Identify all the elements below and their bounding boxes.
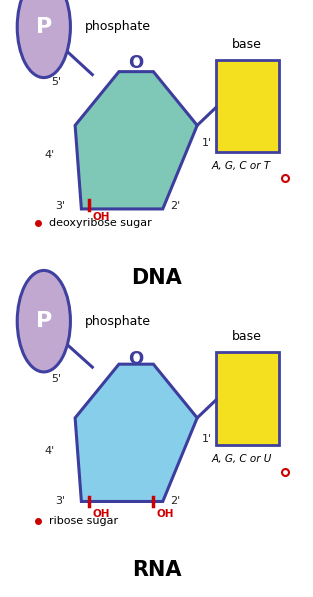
Text: 3': 3' xyxy=(56,201,66,211)
Text: ribose sugar: ribose sugar xyxy=(49,516,118,525)
Text: 5': 5' xyxy=(51,374,61,384)
Text: 1': 1' xyxy=(202,139,212,148)
Text: 2': 2' xyxy=(171,497,181,506)
Bar xyxy=(216,60,279,152)
Text: OH: OH xyxy=(156,509,174,519)
Text: 5': 5' xyxy=(51,78,61,87)
Text: 3': 3' xyxy=(56,497,66,506)
Text: O: O xyxy=(129,54,144,72)
Text: 1': 1' xyxy=(202,434,212,444)
Text: deoxyribose sugar: deoxyribose sugar xyxy=(49,218,151,227)
Text: 4': 4' xyxy=(44,446,55,456)
Polygon shape xyxy=(75,364,197,501)
Text: base: base xyxy=(232,330,262,343)
Text: 4': 4' xyxy=(44,150,55,160)
Text: P: P xyxy=(36,17,52,37)
Text: O: O xyxy=(129,350,144,368)
Text: DNA: DNA xyxy=(131,267,182,288)
Text: OH: OH xyxy=(92,509,110,519)
Text: OH: OH xyxy=(92,212,110,222)
Text: 2': 2' xyxy=(171,201,181,211)
Circle shape xyxy=(17,0,70,78)
Text: base: base xyxy=(232,38,262,51)
Circle shape xyxy=(17,270,70,372)
Text: phosphate: phosphate xyxy=(85,315,151,328)
Text: A, G, C or T: A, G, C or T xyxy=(211,161,270,171)
Text: A, G, C or U: A, G, C or U xyxy=(211,454,272,464)
Text: RNA: RNA xyxy=(132,560,181,580)
Text: P: P xyxy=(36,311,52,331)
Polygon shape xyxy=(75,72,197,209)
Bar xyxy=(216,352,279,445)
Text: phosphate: phosphate xyxy=(85,20,151,33)
